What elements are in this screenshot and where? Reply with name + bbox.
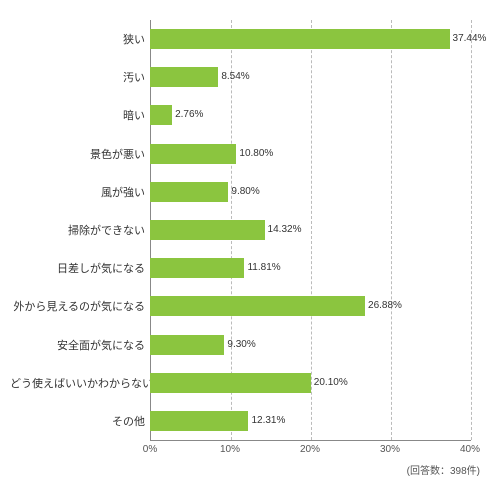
row-label: 掃除ができない: [10, 222, 145, 238]
chart-row: 日差しが気になる 11.81%: [10, 249, 490, 287]
row-value: 12.31%: [251, 415, 285, 426]
bar: [150, 220, 265, 240]
chart-row: 汚い 8.54%: [10, 58, 490, 96]
chart-row: 風が強い 9.80%: [10, 173, 490, 211]
row-label: 外から見えるのが気になる: [10, 298, 145, 314]
bar: [150, 258, 244, 278]
row-value: 14.32%: [268, 224, 302, 235]
row-label: 景色が悪い: [10, 146, 145, 162]
row-label: 暗い: [10, 107, 145, 123]
x-tick: 40%: [460, 444, 480, 455]
x-tick: 0%: [143, 444, 157, 455]
row-label: 安全面が気になる: [10, 337, 145, 353]
row-value: 11.81%: [247, 262, 280, 273]
footnote: (回答数：398件): [407, 462, 480, 477]
row-value: 2.76%: [175, 109, 203, 120]
bar: [150, 335, 224, 355]
chart-row: 狭い 37.44%: [10, 20, 490, 58]
row-label: 風が強い: [10, 184, 145, 200]
row-label: その他: [10, 413, 145, 429]
chart-row: 安全面が気になる 9.30%: [10, 325, 490, 363]
chart-row: 掃除ができない 14.32%: [10, 211, 490, 249]
bar: [150, 411, 248, 431]
bar: [150, 373, 311, 393]
bar: [150, 67, 218, 87]
chart-row: 景色が悪い 10.80%: [10, 135, 490, 173]
chart-row: 暗い 2.76%: [10, 96, 490, 134]
bar: [150, 144, 236, 164]
row-label: 狭い: [10, 31, 145, 47]
row-value: 10.80%: [239, 148, 273, 159]
bar: [150, 29, 450, 49]
row-value: 9.80%: [231, 186, 259, 197]
chart-row: その他 12.31%: [10, 402, 490, 440]
row-value: 37.44%: [453, 33, 487, 44]
row-label: 日差しが気になる: [10, 260, 145, 276]
bar: [150, 182, 228, 202]
x-tick: 30%: [380, 444, 400, 455]
row-value: 26.88%: [368, 300, 402, 311]
row-value: 20.10%: [314, 377, 348, 388]
row-label: どう使えばいいかわからない: [10, 375, 145, 391]
bar: [150, 105, 172, 125]
chart-row: どう使えばいいかわからない 20.10%: [10, 364, 490, 402]
row-value: 8.54%: [221, 71, 249, 82]
x-tick: 20%: [300, 444, 320, 455]
bar: [150, 296, 365, 316]
row-label: 汚い: [10, 69, 145, 85]
row-value: 9.30%: [227, 339, 255, 350]
x-tick: 10%: [220, 444, 240, 455]
bar-chart: 狭い 37.44% 汚い 8.54% 暗い 2.76% 景色が悪い 10.80% 風が強い 9.8…: [10, 10, 490, 490]
chart-row: 外から見えるのが気になる 26.88%: [10, 287, 490, 325]
